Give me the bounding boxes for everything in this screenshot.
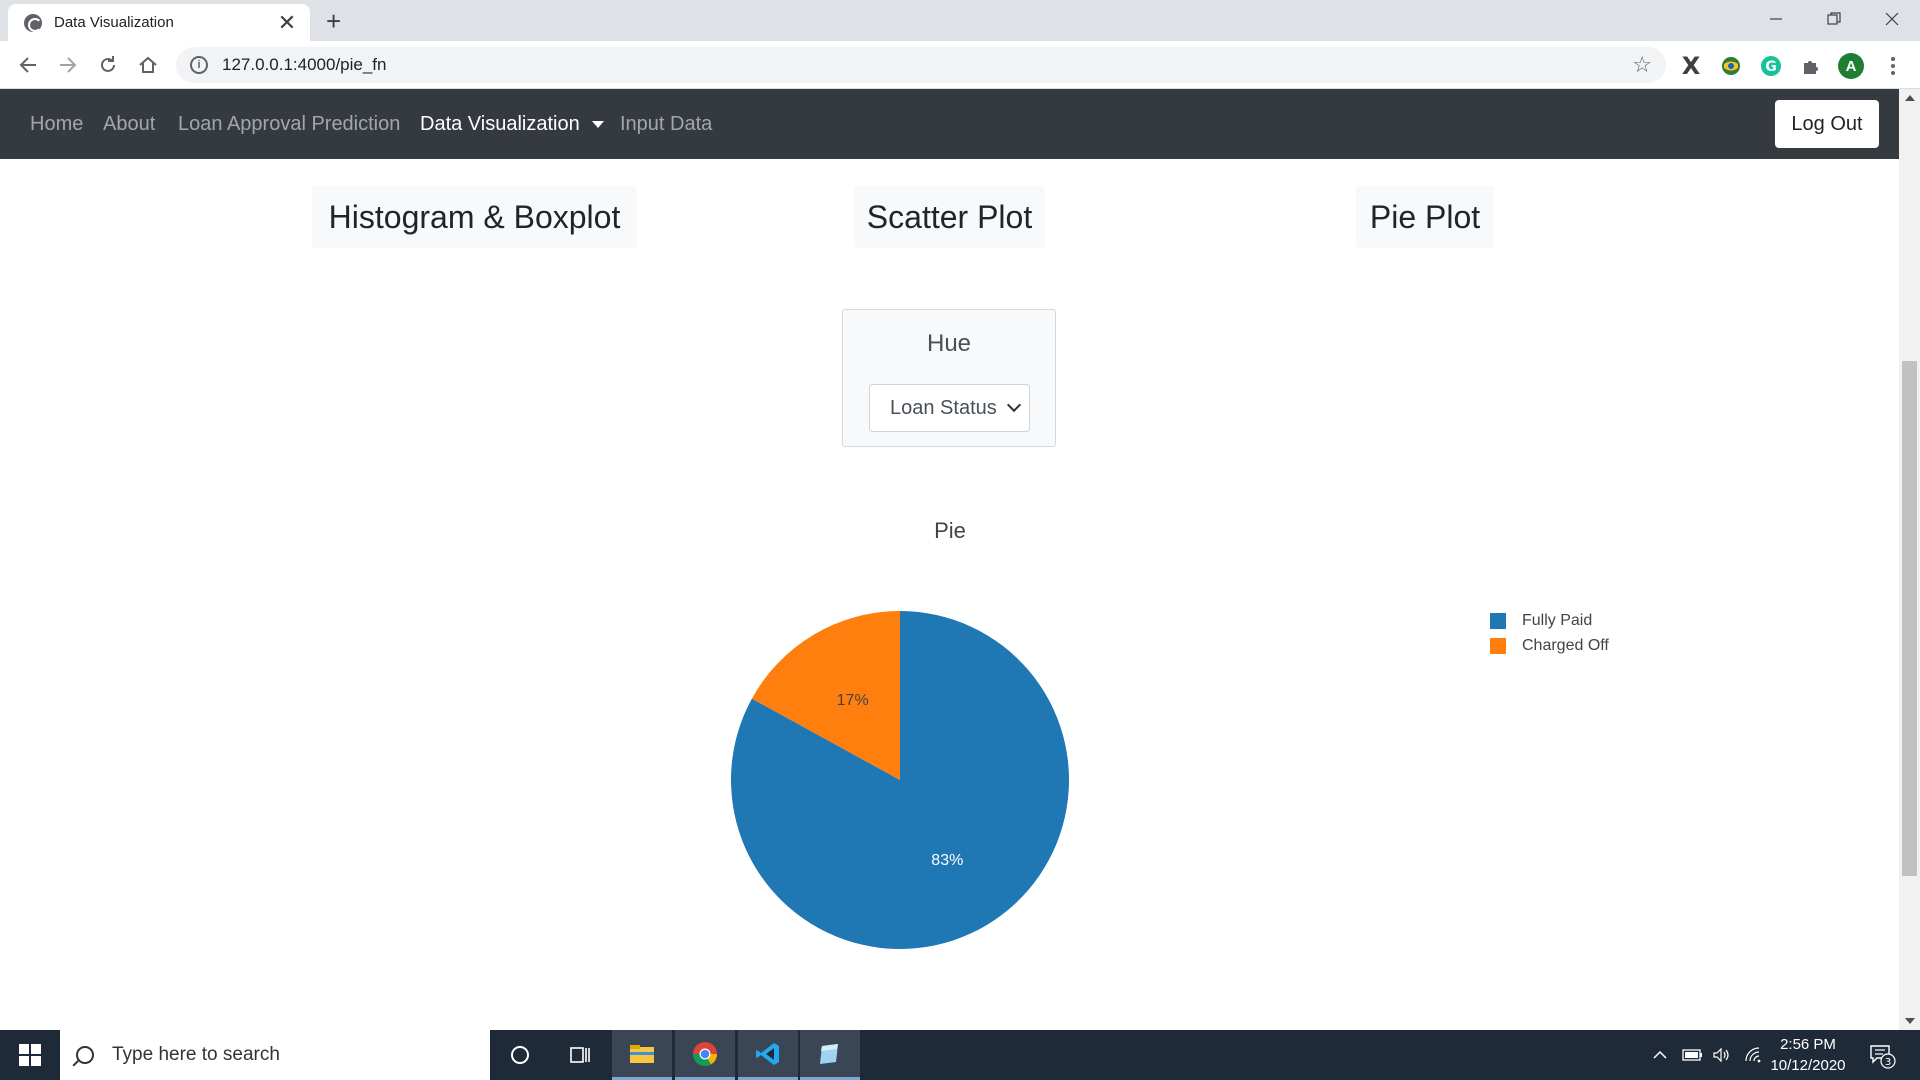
legend-swatch bbox=[1490, 612, 1506, 629]
page-scrollbar[interactable] bbox=[1899, 89, 1920, 1030]
site-info-icon[interactable]: i bbox=[190, 56, 208, 74]
tab-histogram-boxplot[interactable]: Histogram & Boxplot bbox=[312, 186, 637, 248]
site-navbar: Home About Loan Approval Prediction Data… bbox=[0, 89, 1899, 159]
pie-chart[interactable]: 83% 17% bbox=[700, 580, 1100, 980]
minimize-icon[interactable] bbox=[1748, 0, 1804, 38]
taskbar: Type here to search 2:56 PM 10/12/2020 3 bbox=[0, 1030, 1920, 1080]
cortana-icon[interactable] bbox=[490, 1030, 550, 1080]
hue-select[interactable]: Loan Status bbox=[869, 384, 1030, 432]
wifi-icon[interactable] bbox=[1744, 1030, 1762, 1080]
extension-x-icon[interactable]: 𝗫 bbox=[1681, 52, 1701, 80]
tab-scatter-plot[interactable]: Scatter Plot bbox=[854, 186, 1045, 248]
volume-icon[interactable] bbox=[1712, 1030, 1732, 1080]
chrome-icon[interactable] bbox=[675, 1030, 735, 1080]
start-button[interactable] bbox=[0, 1030, 60, 1080]
bookmark-star-icon[interactable]: ☆ bbox=[1632, 52, 1652, 77]
notepad-app-icon[interactable] bbox=[800, 1030, 860, 1080]
nav-loan-approval-prediction[interactable]: Loan Approval Prediction bbox=[178, 112, 401, 135]
show-hidden-icons[interactable] bbox=[1652, 1030, 1668, 1080]
pie-label-fully-paid: 83% bbox=[931, 852, 963, 869]
browser-tab-strip: Data Visualization ✕ + bbox=[0, 0, 1920, 41]
nav-about[interactable]: About bbox=[103, 112, 156, 135]
forward-icon[interactable] bbox=[54, 51, 82, 79]
nav-home[interactable]: Home bbox=[30, 112, 84, 135]
browser-tab[interactable]: Data Visualization ✕ bbox=[8, 4, 310, 41]
puzzle-extensions-icon[interactable] bbox=[1798, 53, 1824, 79]
close-window-icon[interactable] bbox=[1864, 0, 1920, 38]
caret-down-icon bbox=[591, 120, 604, 128]
scrollbar-thumb[interactable] bbox=[1902, 361, 1917, 876]
pie-label-charged-off: 17% bbox=[837, 692, 869, 709]
taskbar-search[interactable]: Type here to search bbox=[60, 1030, 490, 1080]
scroll-down-icon[interactable] bbox=[1905, 1018, 1915, 1024]
svg-text:G: G bbox=[1765, 59, 1777, 75]
extension-globe-icon[interactable] bbox=[1718, 53, 1744, 79]
pie-slice-charged-off[interactable] bbox=[751, 611, 900, 780]
tab-title: Data Visualization bbox=[54, 14, 174, 31]
system-clock[interactable]: 2:56 PM 10/12/2020 bbox=[1760, 1034, 1856, 1076]
globe-icon bbox=[24, 13, 42, 32]
logout-button[interactable]: Log Out bbox=[1775, 100, 1879, 148]
clock-time: 2:56 PM bbox=[1780, 1036, 1836, 1053]
back-icon[interactable] bbox=[14, 51, 42, 79]
clock-date: 10/12/2020 bbox=[1770, 1057, 1846, 1074]
battery-icon[interactable] bbox=[1682, 1030, 1704, 1080]
chart-title: Pie bbox=[934, 518, 966, 543]
legend-label: Charged Off bbox=[1522, 636, 1609, 654]
browser-menu-icon[interactable] bbox=[1880, 53, 1906, 79]
nav-data-visualization-label: Data Visualization bbox=[420, 112, 580, 135]
windows-logo-icon bbox=[19, 1044, 41, 1066]
legend-item-charged-off[interactable]: Charged Off bbox=[1490, 633, 1609, 658]
taskbar-search-placeholder: Type here to search bbox=[112, 1044, 280, 1065]
file-explorer-icon[interactable] bbox=[612, 1030, 672, 1080]
reload-icon[interactable] bbox=[94, 51, 122, 79]
home-icon[interactable] bbox=[134, 51, 162, 79]
new-tab-button[interactable]: + bbox=[326, 6, 342, 36]
hue-card: Hue Loan Status bbox=[842, 309, 1056, 447]
url-text[interactable]: 127.0.0.1:4000/pie_fn bbox=[222, 55, 387, 74]
legend-item-fully-paid[interactable]: Fully Paid bbox=[1490, 608, 1609, 633]
task-view-icon[interactable] bbox=[550, 1030, 610, 1080]
pie-slice-fully-paid[interactable] bbox=[730, 611, 1069, 949]
nav-input-data[interactable]: Input Data bbox=[620, 112, 713, 135]
hue-selected-value: Loan Status bbox=[890, 396, 997, 419]
notification-center-icon[interactable]: 3 bbox=[1868, 1030, 1896, 1080]
legend-swatch bbox=[1490, 637, 1506, 654]
vscode-icon[interactable] bbox=[738, 1030, 798, 1080]
restore-icon[interactable] bbox=[1806, 0, 1862, 38]
legend-label: Fully Paid bbox=[1522, 611, 1593, 629]
search-icon bbox=[76, 1046, 94, 1064]
notification-count: 3 bbox=[1885, 1057, 1891, 1068]
scroll-up-icon[interactable] bbox=[1905, 95, 1915, 101]
hue-title: Hue bbox=[926, 330, 972, 357]
grammarly-icon[interactable]: G bbox=[1758, 53, 1784, 79]
address-bar[interactable]: i 127.0.0.1:4000/pie_fn ☆ bbox=[176, 47, 1666, 83]
nav-data-visualization-dropdown[interactable]: Data Visualization bbox=[420, 89, 604, 159]
close-tab-icon[interactable]: ✕ bbox=[277, 9, 297, 35]
tab-pie-plot[interactable]: Pie Plot bbox=[1356, 186, 1494, 248]
profile-avatar[interactable]: A bbox=[1838, 53, 1864, 79]
chevron-down-icon bbox=[1006, 397, 1022, 413]
browser-toolbar: i 127.0.0.1:4000/pie_fn ☆ 𝗫 G A bbox=[0, 41, 1920, 89]
chart-legend: Fully Paid Charged Off bbox=[1490, 608, 1609, 658]
